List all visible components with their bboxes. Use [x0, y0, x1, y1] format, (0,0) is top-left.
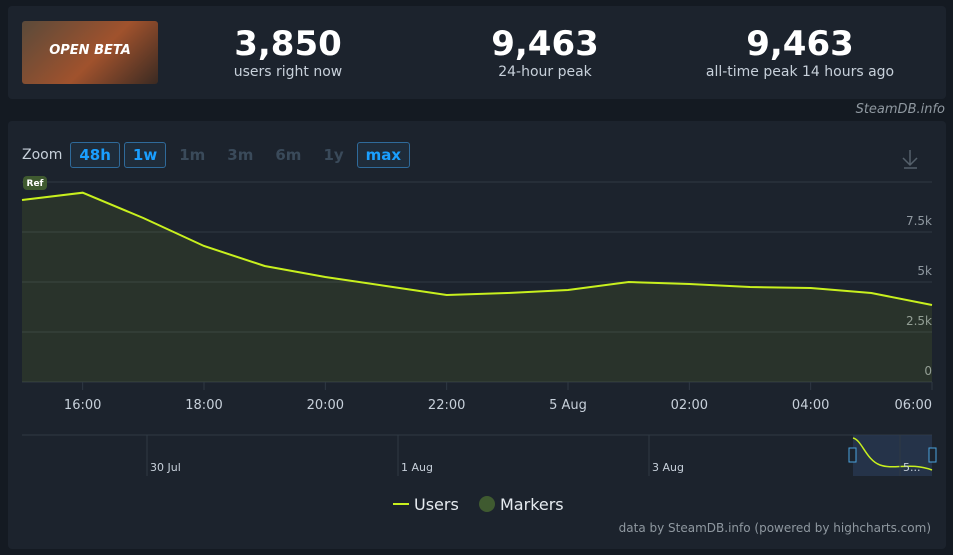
- zoom-button[interactable]: 3m: [227, 146, 254, 164]
- zoom-button[interactable]: max: [356, 142, 411, 168]
- x-tick-label: 16:00: [64, 398, 101, 413]
- zoom-button[interactable]: 1w: [123, 142, 167, 168]
- navigator-label: 30 Jul: [150, 461, 181, 474]
- zoom-button[interactable]: 48h: [70, 142, 120, 168]
- y-tick-label: 5k: [917, 264, 932, 278]
- zoom-button[interactable]: 1y: [323, 146, 344, 164]
- marker-label: Ref: [27, 179, 44, 189]
- y-tick-label: 0: [924, 364, 932, 378]
- legend-label: Markers: [500, 495, 564, 514]
- navigator-label: 1 Aug: [401, 461, 433, 474]
- stat: 9,463 24-hour peak: [435, 24, 655, 80]
- legend-label: Users: [414, 495, 459, 514]
- zoom-button[interactable]: 6m: [275, 146, 302, 164]
- stat-value: 9,463: [491, 24, 599, 64]
- stats-panel: OPEN BETA 3,850 users right now 9,463 24-h…: [8, 6, 946, 99]
- area: [22, 192, 932, 382]
- chart-panel: [8, 121, 946, 549]
- stat: 3,850 users right now: [178, 24, 398, 80]
- navigator-handle[interactable]: [848, 447, 857, 463]
- download-icon[interactable]: [902, 150, 918, 169]
- x-tick-label: 02:00: [671, 398, 708, 413]
- navigator-label: 3 Aug: [652, 461, 684, 474]
- line: [21, 191, 933, 306]
- x-tick-label: 20:00: [307, 398, 344, 413]
- navigator-label: 5...: [903, 461, 921, 474]
- game-image: OPEN BETA: [22, 21, 158, 84]
- stat-label: users right now: [233, 64, 343, 80]
- navigator-line: [852, 437, 933, 471]
- navigator-handle[interactable]: [928, 447, 937, 463]
- zoom-label: Zoom: [22, 147, 63, 163]
- legend-marker: [479, 496, 495, 512]
- stat-label: 24-hour peak: [498, 64, 592, 80]
- source-label: SteamDB.info: [855, 102, 945, 117]
- x-tick-label: 06:00: [895, 398, 932, 413]
- stat-value: 3,850: [234, 24, 342, 64]
- x-tick-label: 5 Aug: [549, 398, 587, 413]
- x-tick-label: 04:00: [792, 398, 829, 413]
- marker-badge: [23, 176, 47, 190]
- stat: 9,463 all-time peak 14 hours ago: [690, 24, 910, 80]
- zoom-bar: Zoom 48h 1w 1m 3m 6m 1y max: [22, 141, 411, 169]
- stat-label: all-time peak 14 hours ago: [705, 64, 895, 80]
- navigator-selection[interactable]: [853, 435, 932, 476]
- x-tick-label: 18:00: [185, 398, 222, 413]
- zoom-button[interactable]: 1m: [179, 146, 206, 164]
- y-tick-label: 7.5k: [906, 214, 932, 228]
- credits: data by SteamDB.info (powered by highcha…: [619, 521, 931, 535]
- x-tick-label: 22:00: [428, 398, 465, 413]
- game-image-text: OPEN BETA: [49, 43, 131, 58]
- stat-value: 9,463: [746, 24, 854, 64]
- y-tick-label: 2.5k: [906, 314, 932, 328]
